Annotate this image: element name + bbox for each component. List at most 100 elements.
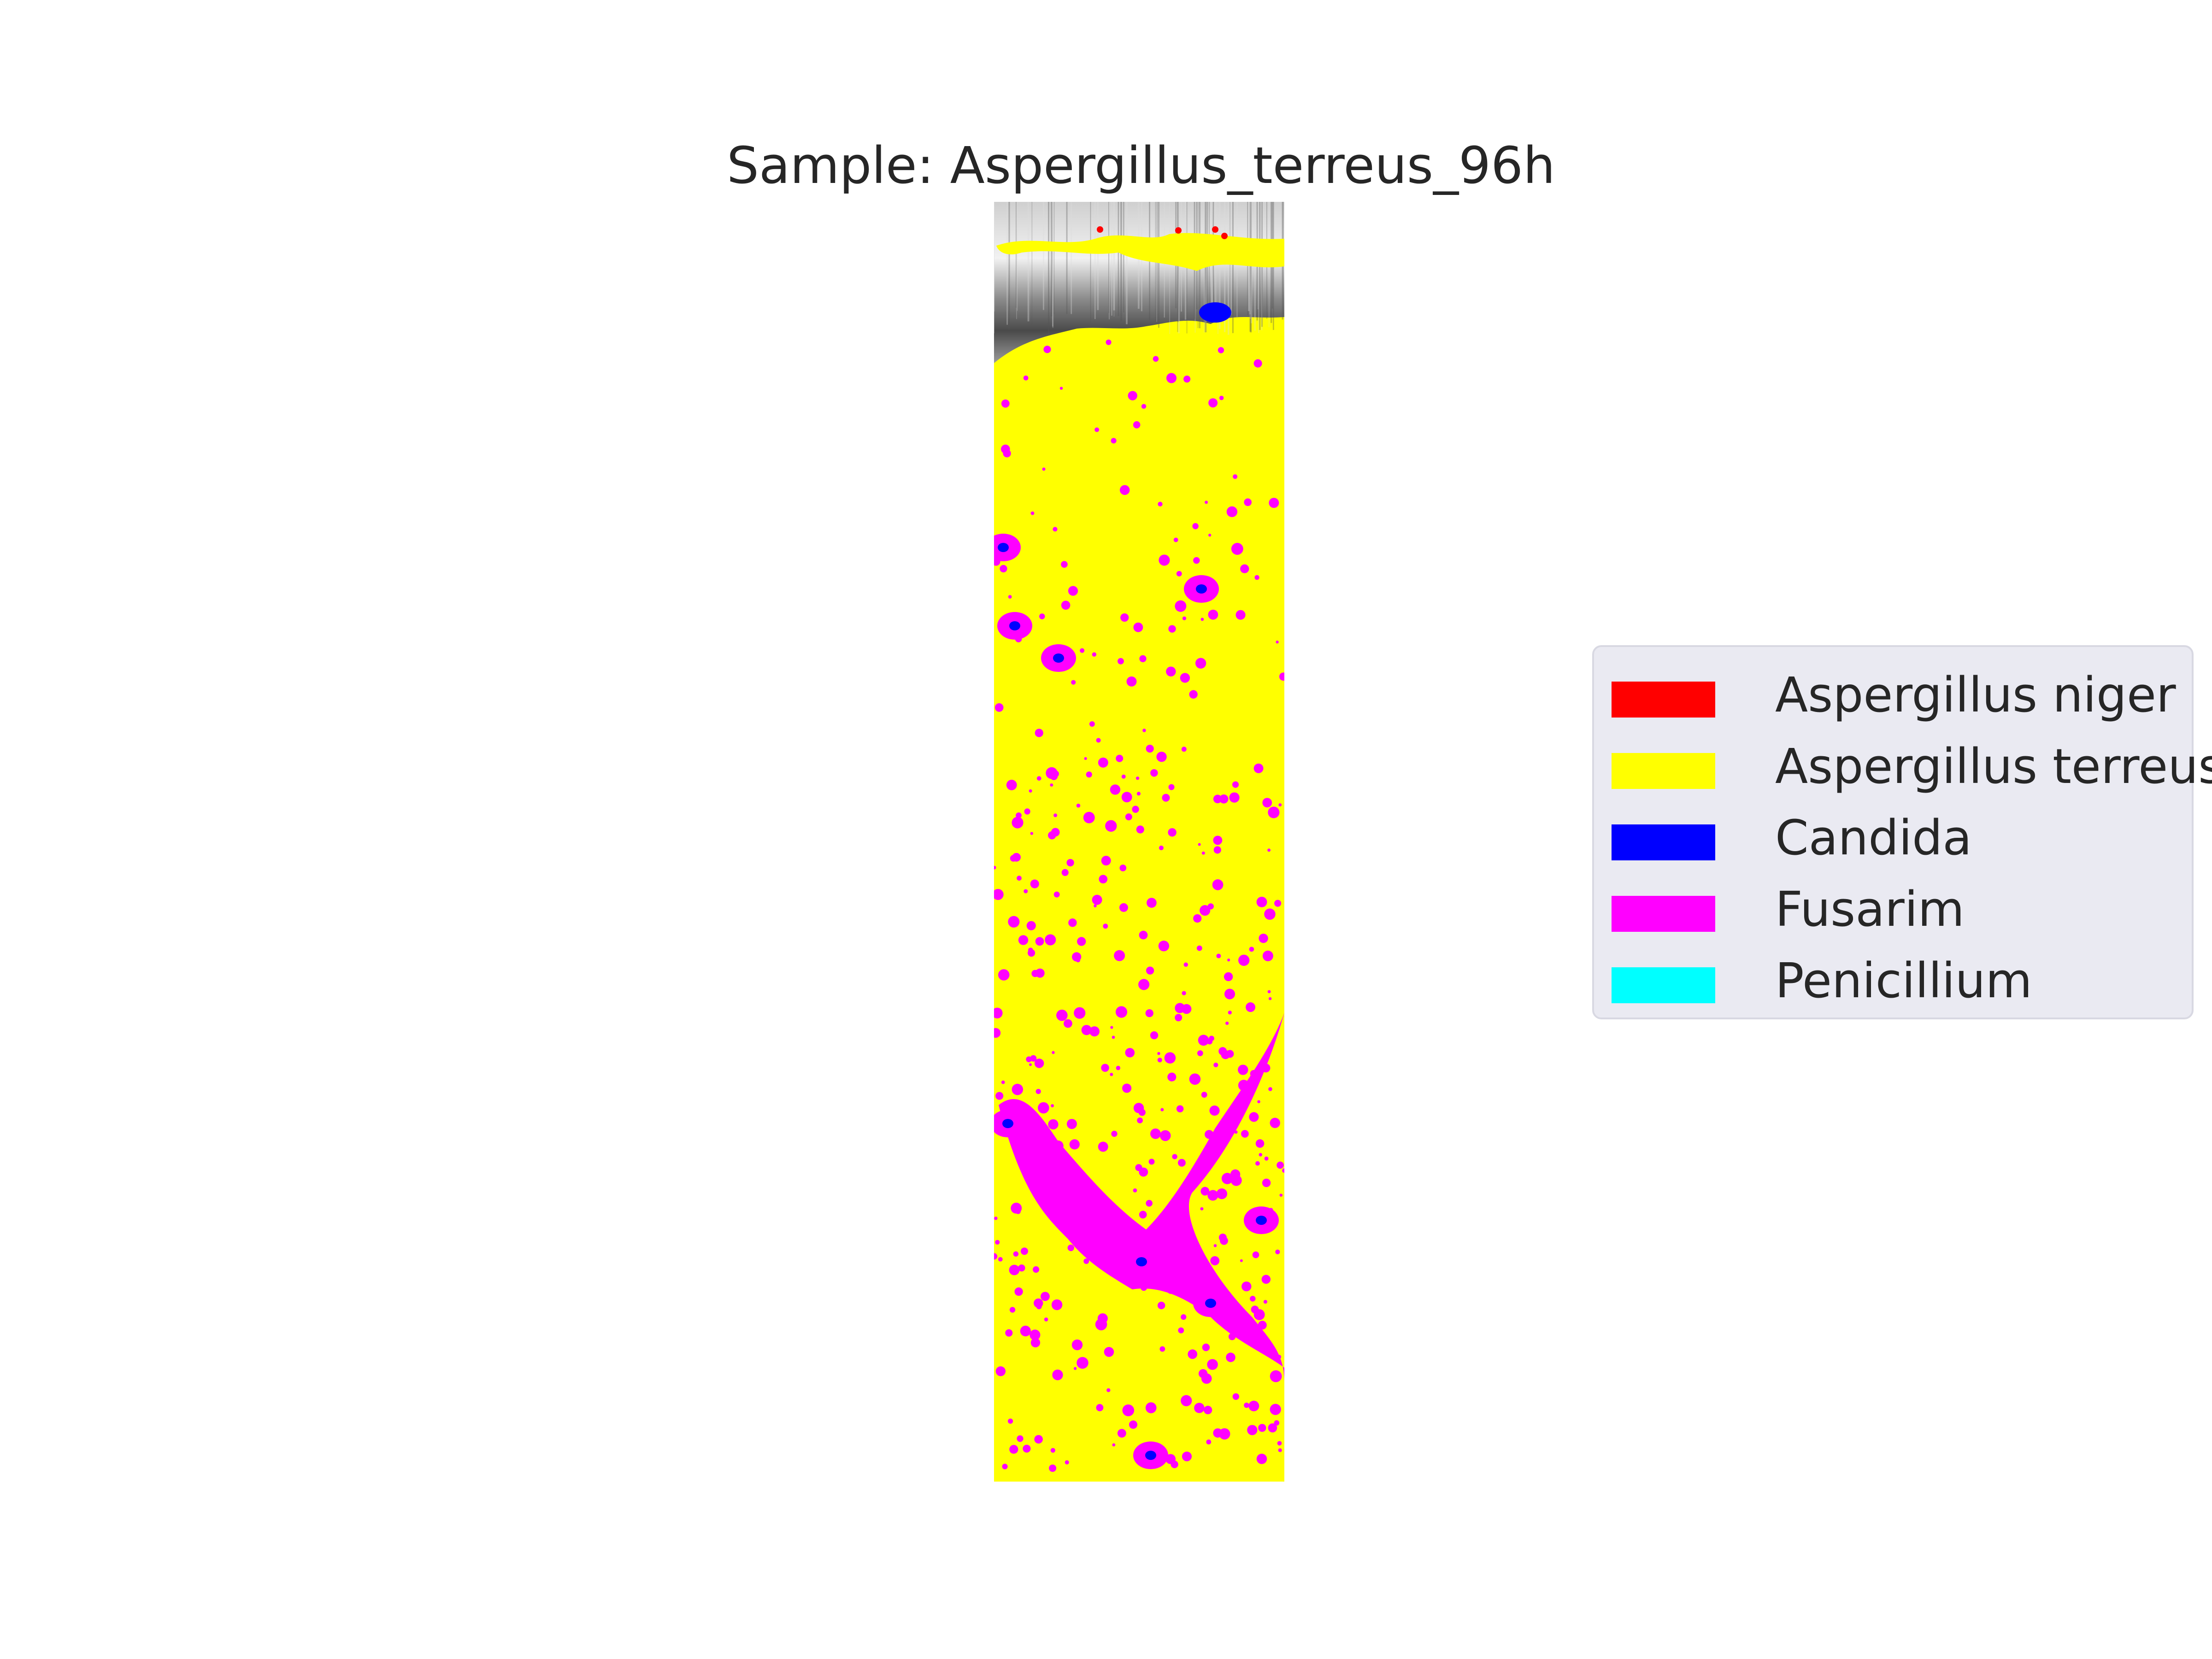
fusarim-speck (1083, 1258, 1089, 1264)
fusarim-speck (1013, 1251, 1019, 1257)
fusarim-speck (1086, 771, 1092, 778)
fusarim-speck (1157, 1058, 1162, 1063)
fusarim-speck (1250, 1070, 1258, 1077)
fusarim-speck (998, 969, 1010, 981)
fusarim-speck (1030, 879, 1039, 888)
fusarim-speck (1159, 1130, 1171, 1141)
fusarim-speck (1207, 903, 1214, 910)
fusarim-speck (1119, 485, 1130, 495)
legend-swatch-penicillium (1612, 967, 1715, 1003)
fusarim-speck (1111, 438, 1117, 444)
fusarim-speck (1051, 1299, 1063, 1311)
fusarim-speck (1233, 474, 1238, 479)
fusarim-speck (1213, 846, 1221, 854)
fusarim-speck (1248, 1400, 1259, 1412)
candida-core (1053, 653, 1064, 663)
map-layers (994, 202, 1284, 1482)
fusarim-speck (1018, 935, 1029, 945)
fusarim-speck (1112, 1035, 1115, 1039)
fusarim-speck (1046, 767, 1058, 779)
fusarim-speck (1137, 1117, 1143, 1124)
fusarim-speck (1150, 769, 1158, 777)
fusarim-speck (1206, 1038, 1213, 1045)
fusarim-speck (1133, 1188, 1137, 1193)
fusarim-speck (1089, 721, 1095, 727)
aspergillus-terreus-region (994, 202, 1284, 1482)
fusarim-speck (1052, 1369, 1063, 1381)
fusarim-speck (1030, 1338, 1041, 1347)
fusarim-speck (1112, 1443, 1116, 1447)
fusarim-speck (1035, 729, 1043, 737)
fusarim-speck (1138, 1109, 1146, 1116)
fusarim-speck (1050, 1448, 1055, 1453)
fusarim-speck (1230, 1111, 1239, 1121)
fusarim-speck (1077, 937, 1086, 946)
fusarim-speck (994, 1028, 1001, 1038)
fusarim-speck (1232, 1393, 1240, 1400)
fusarim-speck (1234, 1130, 1238, 1134)
fusarim-speck (1240, 1259, 1243, 1262)
legend-label-candida: Candida (1775, 810, 1972, 866)
fusarim-speck (1061, 561, 1068, 568)
fusarim-speck (1045, 934, 1056, 946)
fusarim-speck (1196, 945, 1202, 951)
fusarim-speck (1178, 1327, 1184, 1334)
fusarim-speck (1129, 1420, 1138, 1429)
fusarim-speck (1081, 1025, 1092, 1035)
fusarim-speck (1210, 1256, 1220, 1265)
fusarim-speck (1066, 1118, 1077, 1129)
fusarim-speck (1092, 894, 1102, 905)
fusarim-speck (1035, 1088, 1041, 1094)
fusarim-speck (1041, 1292, 1050, 1301)
fusarim-speck (1208, 398, 1218, 408)
fusarim-speck (1158, 941, 1170, 952)
legend: Aspergillus niger Aspergillus terreus Ca… (1592, 645, 2212, 1019)
fusarim-speck (994, 703, 1004, 712)
classification-map (994, 202, 1284, 1482)
fusarim-speck (1039, 613, 1045, 619)
fusarim-speck (1255, 1161, 1260, 1166)
fusarim-speck (1218, 1233, 1227, 1241)
candida-core (1136, 1257, 1147, 1266)
fusarim-speck (1053, 813, 1058, 818)
aspergillus-niger-speck (1221, 233, 1228, 239)
fusarim-speck (1218, 347, 1224, 353)
fusarim-speck (1146, 744, 1154, 753)
fusarim-speck (1203, 1406, 1212, 1414)
fusarim-speck (1145, 1402, 1157, 1413)
fusarim-speck (1182, 991, 1186, 995)
fusarim-speck (1200, 905, 1211, 916)
fusarim-speck (1024, 1110, 1034, 1120)
fusarim-speck (1012, 1083, 1024, 1095)
fusarim-speck (1193, 557, 1200, 564)
fusarim-speck (1172, 1154, 1177, 1159)
fusarim-speck (1167, 1072, 1177, 1082)
fusarim-speck (1053, 1140, 1064, 1152)
fusarim-speck (1166, 1285, 1176, 1294)
fusarim-speck (1138, 979, 1150, 990)
fusarim-speck (1110, 1072, 1113, 1077)
fusarim-speck (1028, 947, 1033, 953)
fusarim-speck (1002, 1464, 1008, 1470)
fusarim-speck (1261, 1275, 1271, 1284)
fusarim-speck (1061, 600, 1071, 610)
fusarim-speck (1201, 1373, 1212, 1384)
fusarim-speck (1030, 1330, 1041, 1341)
fusarim-speck (1262, 1178, 1271, 1188)
fusarim-speck (1262, 950, 1273, 961)
fusarim-speck (1241, 1130, 1249, 1138)
fusarim-speck (1215, 1134, 1221, 1139)
fusarim-speck (1126, 676, 1137, 687)
fusarim-speck (1202, 1343, 1210, 1351)
fusarim-speck (1012, 817, 1024, 829)
fusarim-speck (1036, 776, 1041, 781)
fusarim-speck (1010, 855, 1017, 862)
fusarim-speck (1099, 875, 1108, 884)
fusarim-speck (1121, 792, 1132, 803)
fusarim-speck (1095, 1318, 1107, 1330)
fusarim-speck (1008, 595, 1012, 599)
fusarim-speck (1205, 1130, 1214, 1139)
fusarim-speck (1139, 655, 1147, 663)
fusarim-speck (1148, 1159, 1155, 1165)
fusarim-speck (1038, 1102, 1049, 1114)
